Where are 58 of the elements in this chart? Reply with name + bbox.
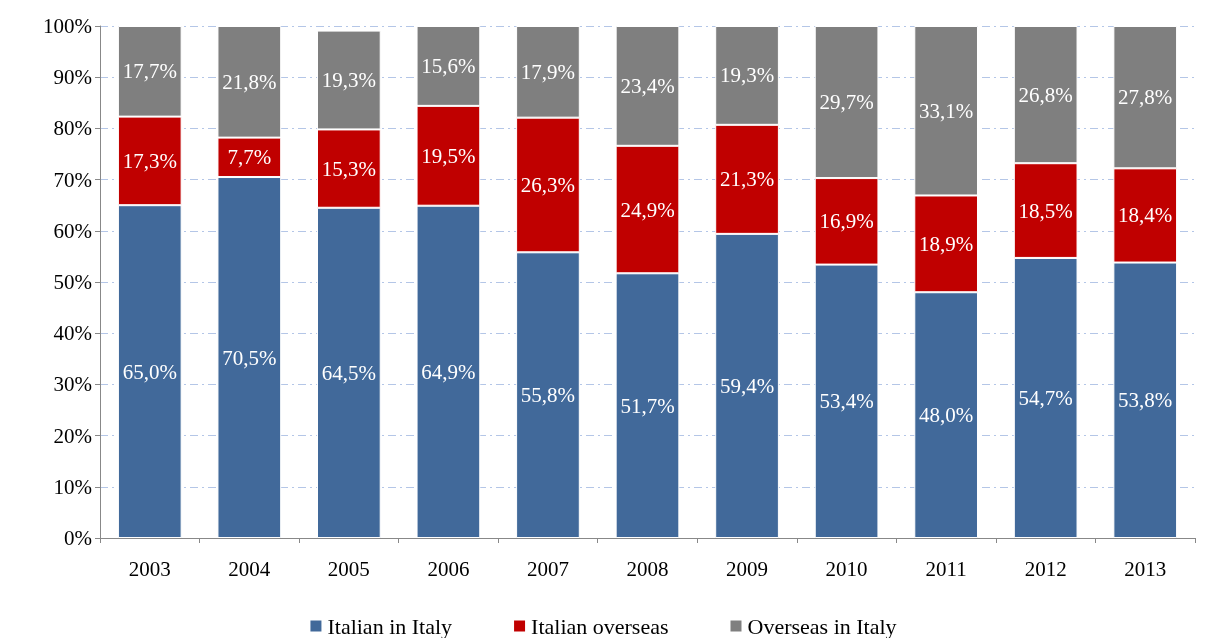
data-label: 21,8% [222, 69, 277, 94]
data-label: 7,7% [227, 145, 272, 170]
x-tick-label: 2004 [228, 556, 271, 581]
y-tick-label: 60% [53, 218, 92, 243]
data-label: 19,3% [321, 68, 376, 93]
data-label: 27,8% [1118, 85, 1173, 110]
data-label: 55,8% [520, 383, 576, 408]
data-label: 16,9% [819, 209, 874, 234]
data-label: 48,0% [919, 403, 974, 428]
data-label: 15,3% [321, 156, 376, 181]
x-tick-label: 2011 [925, 556, 967, 581]
data-label: 17,3% [122, 148, 177, 173]
x-tick-label: 2010 [825, 556, 868, 581]
data-label: 64,9% [421, 359, 476, 384]
data-label: 65,0% [122, 359, 177, 384]
data-label: 19,3% [719, 63, 775, 88]
data-label: 53,4% [819, 389, 874, 414]
x-tick-label: 2006 [427, 556, 470, 581]
data-label: 24,9% [620, 197, 675, 222]
y-tick-label: 0% [64, 526, 92, 550]
data-label: 15,6% [421, 53, 476, 78]
data-label: 18,4% [1118, 203, 1173, 228]
y-tick-label: 70% [53, 167, 92, 192]
data-label: 53,8% [1118, 388, 1173, 413]
legend-label: Italian overseas [531, 613, 669, 638]
y-tick-label: 10% [53, 474, 92, 499]
legend-label: Overseas in Italy [747, 613, 897, 638]
data-label: 21,3% [719, 167, 775, 192]
y-tick-label: 80% [53, 116, 92, 141]
data-label: 64,5% [321, 360, 376, 385]
data-label: 19,5% [421, 143, 476, 168]
data-label: 29,7% [819, 90, 874, 115]
data-label: 17,9% [520, 59, 576, 84]
data-label: 17,7% [122, 59, 177, 84]
data-label: 23,4% [620, 73, 675, 98]
x-tick-label: 2009 [726, 556, 769, 581]
data-label: 18,5% [1018, 198, 1073, 223]
legend-label: Italian in Italy [327, 613, 453, 638]
data-label: 33,1% [919, 98, 974, 123]
x-tick-label: 2008 [626, 556, 669, 581]
data-label: 59,4% [719, 373, 775, 398]
x-tick-label: 2003 [128, 556, 171, 581]
y-tick-label: 90% [53, 65, 92, 90]
data-label: 26,3% [520, 172, 576, 197]
y-tick-label: 20% [53, 423, 92, 448]
data-label: 26,8% [1018, 82, 1073, 107]
x-tick-label: 2005 [327, 556, 370, 581]
data-label: 18,9% [919, 231, 974, 256]
x-tick-label: 2012 [1024, 556, 1067, 581]
y-tick-label: 40% [53, 321, 92, 346]
data-label: 70,5% [222, 345, 277, 370]
data-label: 54,7% [1018, 385, 1073, 410]
y-tick-label: 100% [43, 14, 92, 38]
x-tick-label: 2007 [526, 556, 569, 581]
x-tick-label: 2013 [1124, 556, 1167, 581]
y-tick-label: 50% [53, 270, 92, 294]
data-label: 51,7% [620, 393, 675, 418]
y-tick-label: 30% [53, 372, 92, 397]
